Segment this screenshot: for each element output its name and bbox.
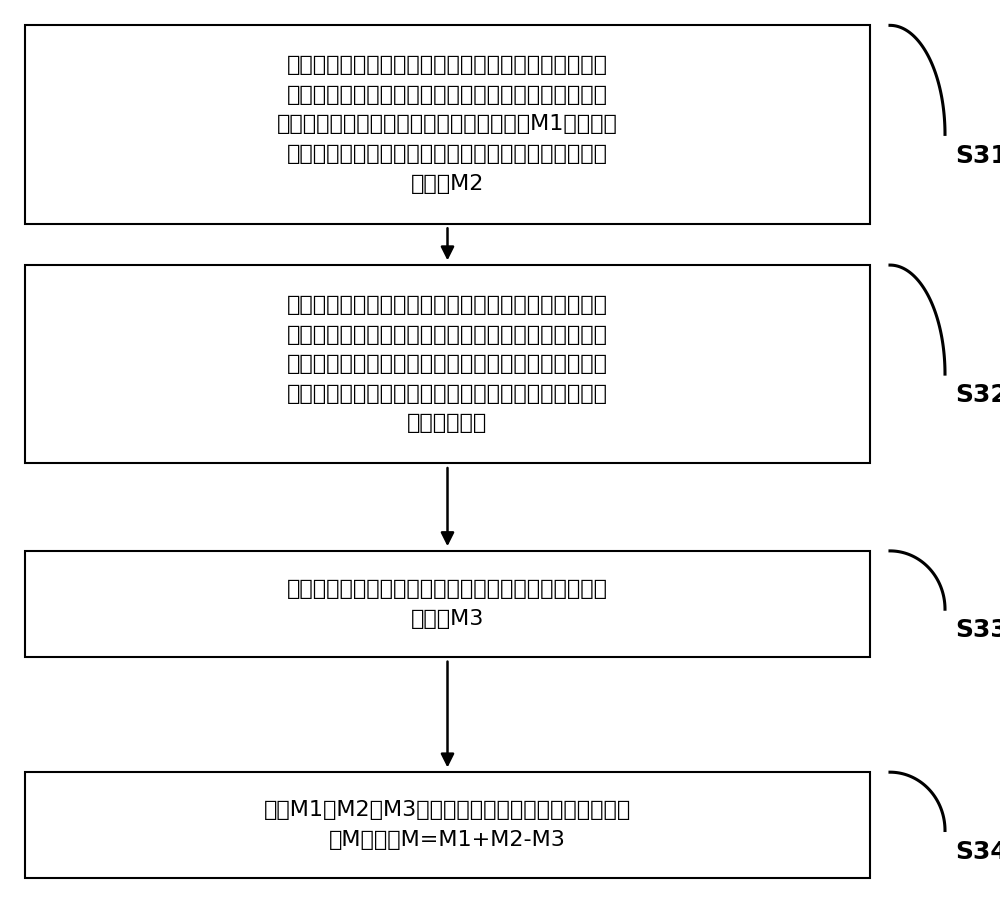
Bar (25, 26, 870, 224)
Text: 从计算的各重叠面积比中统计重叠面积比大于预设阈值
的数量M3: 从计算的各重叠面积比中统计重叠面积比大于预设阈值 的数量M3 (287, 579, 608, 629)
Bar (25, 266, 870, 464)
Text: 将正面聚焦显微图像的实例分割图和反面聚焦显微图像
的实例分割图进行坐标对齐，计算正面聚焦显微图像的
实例分割图中属于待检测目标的各掩膜与反面聚焦显微
图像的实例: 将正面聚焦显微图像的实例分割图和反面聚焦显微图像 的实例分割图进行坐标对齐，计算… (287, 295, 608, 433)
Bar (25, 551, 870, 657)
Bar (25, 772, 870, 878)
Text: S33: S33 (955, 619, 1000, 643)
Text: 根据正面聚焦显微图像和反面聚焦显微图像对应的实例
分割图中分类结果，分别统计正面聚焦显微图像的实例
分割图中分类结果为待检测目标的掩膜数量M1和反面聚
焦显微图: 根据正面聚焦显微图像和反面聚焦显微图像对应的实例 分割图中分类结果，分别统计正面… (277, 55, 618, 194)
Text: S32: S32 (955, 384, 1000, 408)
Text: 根据M1、M2和M3，获得待检测样品中的待检测目标数
量M，其中M=M1+M2-M3: 根据M1、M2和M3，获得待检测样品中的待检测目标数 量M，其中M=M1+M2-… (264, 800, 631, 850)
Text: S34: S34 (955, 840, 1000, 864)
Text: S31: S31 (955, 144, 1000, 168)
